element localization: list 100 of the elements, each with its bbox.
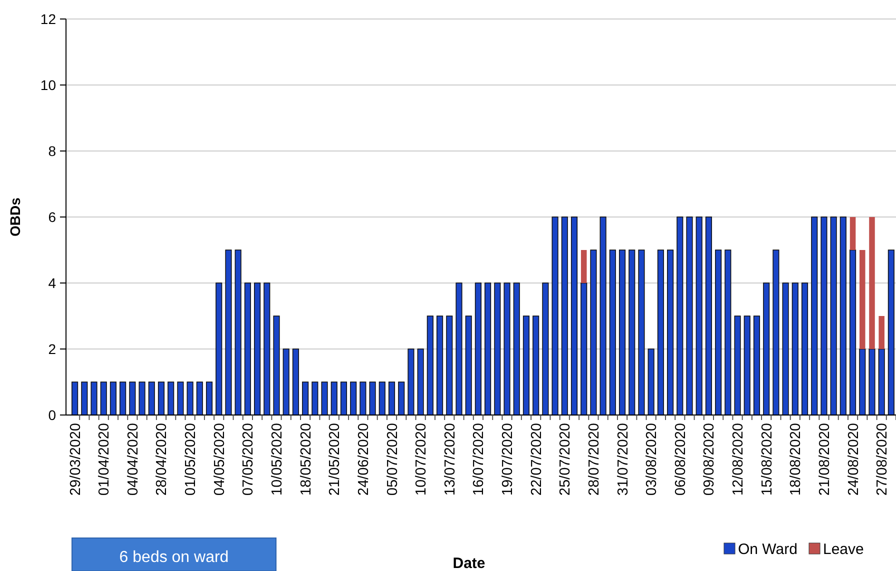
bar [859,348,866,416]
y-tick-label: 2 [48,340,56,357]
bar [850,217,856,250]
y-tick-label: 10 [40,76,56,93]
y-tick-label: 12 [40,10,56,27]
bar [378,382,386,416]
x-tick-label: 19/07/2020 [500,423,516,496]
bar [417,348,424,416]
bar [628,250,636,416]
bar [830,216,837,416]
bar [744,316,750,416]
x-tick-label: 07/05/2020 [240,423,257,496]
bar [734,316,741,416]
x-axis-title: Date [452,555,486,571]
y-tick-label: 6 [48,208,56,225]
x-tick-label: 05/07/2020 [384,423,401,496]
bar [860,250,866,349]
bar [350,382,357,416]
bar [360,382,366,416]
bar [792,282,798,416]
bar [436,316,444,416]
x-tick-label: 10/07/2020 [414,423,430,496]
bar [705,216,712,416]
bar [426,316,434,416]
bar [474,282,482,416]
bar [840,216,846,416]
y-tick-label: 0 [48,406,56,423]
bar [504,282,510,416]
bar [657,250,664,416]
bar [484,282,492,416]
bar [388,382,396,416]
bar [129,382,136,416]
x-tick-label: 28/07/2020 [586,423,602,496]
bar [561,216,568,416]
bar [868,348,876,416]
x-tick-label: 31/07/2020 [615,423,632,496]
bar [264,282,270,416]
x-tick-label: 04/04/2020 [125,423,142,496]
bar [888,250,894,416]
bar [850,250,856,416]
bar [820,216,828,416]
bar [446,316,453,416]
bar [282,348,290,416]
bar [580,282,588,416]
bar [254,282,261,416]
bar [312,382,318,416]
bar [148,382,155,416]
bar [186,382,194,416]
bar [782,282,789,416]
bar [667,250,674,416]
bar [696,216,702,416]
bar [618,250,626,416]
bar [676,216,684,416]
bar [273,316,280,416]
bar [772,250,780,416]
bar [408,348,414,416]
x-tick-label: 28/04/2020 [154,423,170,496]
bar [138,382,146,416]
bar [100,382,107,416]
bar [292,348,299,416]
x-tick-label: 18/08/2020 [788,423,804,496]
bar [878,348,885,416]
bar [398,382,405,416]
bar [600,216,606,416]
legend-label: On Ward [738,541,798,558]
bar [196,382,203,416]
x-tick-label: 24/06/2020 [356,423,372,496]
bar [513,282,520,416]
bar [206,382,213,416]
x-tick-label: 06/08/2020 [672,423,689,496]
bar [724,250,732,416]
x-tick-label: 01/05/2020 [183,423,200,496]
x-tick-label: 27/08/2020 [874,423,891,496]
legend-label: Leave [823,541,864,558]
bar [158,382,165,416]
x-tick-label: 10/05/2020 [270,423,286,496]
x-tick-label: 09/08/2020 [702,423,718,496]
bar [801,282,808,416]
bar [81,382,88,416]
y-tick-label: 8 [48,142,56,159]
bar [225,250,232,416]
x-tick-label: 24/08/2020 [846,423,862,496]
x-tick-label: 01/04/2020 [96,423,113,496]
x-tick-label: 04/05/2020 [212,423,228,496]
bar [869,217,875,349]
bar [177,382,184,416]
x-tick-label: 21/05/2020 [327,423,344,496]
x-tick-label: 25/07/2020 [558,423,574,496]
bar [570,216,578,416]
bar [590,250,597,416]
bar [580,250,587,283]
bar [552,216,558,416]
bar [638,250,645,416]
bar [120,382,126,416]
bar [234,250,242,416]
bar [715,250,722,416]
bar [244,282,251,416]
bar [321,382,328,416]
bar [878,316,884,349]
x-tick-label: 21/08/2020 [816,423,833,496]
